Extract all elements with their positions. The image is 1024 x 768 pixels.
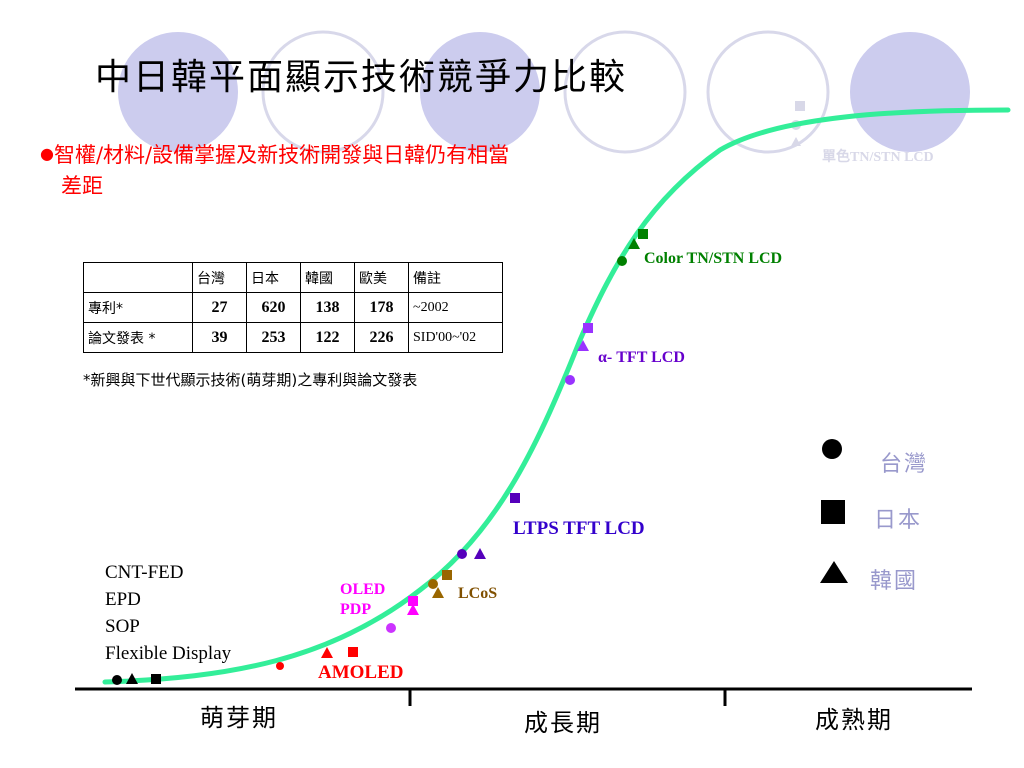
deco-circle-4	[563, 30, 687, 154]
table-footnote: *新興與下世代顯示技術(萌芽期)之專利與論文發表	[83, 371, 418, 389]
row-label: 論文發表 *	[83, 322, 193, 353]
table-header-japan: 日本	[246, 262, 301, 293]
legend-triangle-icon	[820, 561, 848, 583]
legend-square-icon	[821, 500, 845, 524]
page-title: 中日韓平面顯示技術競爭力比較	[95, 57, 628, 98]
legend-japan: 日本	[874, 508, 923, 533]
future-tech-item: EPD	[105, 589, 141, 610]
amoled-taiwan-marker	[276, 662, 284, 670]
future-taiwan-marker	[112, 675, 122, 685]
oled-korea-marker	[407, 604, 419, 615]
patent-paper-table: 台灣 日本 韓國 歐美 備註 專利* 27 620 138 178 ~2002 …	[83, 262, 503, 353]
future-tech-item: CNT-FED	[105, 562, 184, 583]
a-tft-taiwan-marker	[565, 375, 575, 385]
label-pdp: PDP	[340, 601, 372, 618]
table-header-west: 歐美	[354, 262, 409, 293]
future-korea-marker	[126, 673, 138, 684]
oled-taiwan-marker	[386, 623, 396, 633]
table-header-corner	[83, 262, 193, 293]
cell-japan: 253	[246, 322, 301, 353]
label-lcos: LCoS	[458, 585, 498, 602]
legend-korea: 韓國	[870, 569, 919, 594]
table-header-korea: 韓國	[300, 262, 355, 293]
row-label: 專利*	[83, 292, 193, 323]
cell-taiwan: 27	[192, 292, 247, 323]
label-a-tft: α- TFT LCD	[598, 349, 685, 366]
a-tft-korea-marker	[577, 340, 589, 351]
future-tech-list: CNT-FED EPD SOP Flexible Display	[105, 559, 231, 667]
color-stn-japan-marker	[638, 229, 648, 239]
amoled-japan-marker	[348, 647, 358, 657]
table-row: 論文發表 * 39 253 122 226 SID'00~'02	[83, 322, 503, 353]
color-stn-taiwan-marker	[617, 256, 627, 266]
technology-s-curve	[102, 107, 1011, 685]
table-header-note: 備註	[408, 262, 503, 293]
ltps-japan-marker	[510, 493, 520, 503]
label-oled: OLED	[340, 581, 386, 598]
legend-circle-icon	[822, 439, 842, 459]
lcos-taiwan-marker	[428, 579, 438, 589]
cell-note: ~2002	[408, 292, 503, 323]
deco-circle-5	[706, 30, 830, 154]
bullet-dot-icon: ●	[40, 144, 54, 163]
cell-korea: 138	[300, 292, 355, 323]
bullet-point: ●智權/材料/設備掌握及新技術開發與日韓仍有相當 差距	[40, 138, 660, 202]
deco-circle-2	[261, 30, 385, 154]
cell-note: SID'00~'02	[408, 322, 503, 353]
curve-markers	[112, 229, 648, 685]
color-stn-korea-marker	[628, 238, 640, 249]
mono-japan-marker	[795, 101, 805, 111]
a-tft-japan-marker	[583, 323, 593, 333]
label-color-stn: Color TN/STN LCD	[644, 250, 783, 267]
cell-taiwan: 39	[192, 322, 247, 353]
phase-growth: 成長期	[524, 709, 602, 737]
future-japan-marker	[151, 674, 161, 684]
label-mono-lcd: 單色TN/STN LCD	[822, 150, 934, 165]
table-row: 專利* 27 620 138 178 ~2002	[83, 292, 503, 323]
oled-japan-marker	[408, 596, 418, 606]
cell-korea: 122	[300, 322, 355, 353]
ltps-korea-marker	[474, 548, 486, 559]
lcos-korea-marker	[432, 587, 444, 598]
mono-korea-marker	[791, 137, 801, 146]
label-ltps: LTPS TFT LCD	[513, 518, 645, 539]
deco-circle-3	[420, 32, 540, 152]
label-amoled: AMOLED	[318, 662, 404, 683]
table-header-taiwan: 台灣	[192, 262, 247, 293]
cell-west: 226	[354, 322, 409, 353]
phase-emerging: 萌芽期	[200, 704, 278, 732]
legend-symbols	[820, 439, 848, 583]
future-tech-item: Flexible Display	[105, 643, 232, 664]
bullet-line-1: 智權/材料/設備掌握及新技術開發與日韓仍有相當	[53, 143, 510, 167]
amoled-korea-marker	[321, 647, 333, 658]
deco-circle-1	[118, 32, 238, 152]
lcos-japan-marker	[442, 570, 452, 580]
deco-circle-6	[850, 32, 970, 152]
label-oled-pdp: OLED PDP	[340, 580, 385, 620]
cell-japan: 620	[246, 292, 301, 323]
bullet-line-2: 差距	[61, 174, 103, 198]
ltps-taiwan-marker	[457, 549, 467, 559]
cell-west: 178	[354, 292, 409, 323]
future-tech-item: SOP	[105, 616, 140, 637]
phase-mature: 成熟期	[815, 706, 893, 734]
decorative-circles	[118, 30, 970, 154]
table-header-row: 台灣 日本 韓國 歐美 備註	[83, 262, 503, 293]
legend-taiwan: 台灣	[880, 452, 929, 477]
